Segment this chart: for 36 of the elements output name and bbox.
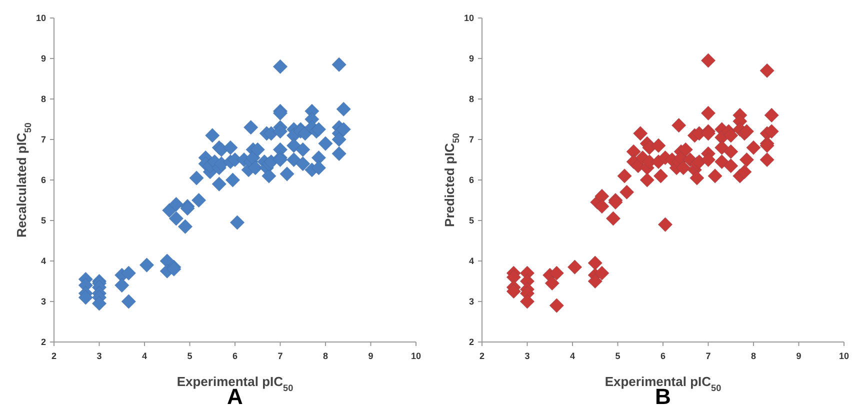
x-tick-label: 10 [838, 351, 850, 361]
y-tick-label: 8 [40, 94, 46, 104]
y-tick-label: 7 [468, 134, 474, 144]
y-tick-label: 10 [36, 13, 46, 23]
y-tick-label: 3 [40, 296, 46, 306]
x-tick-label: 5 [615, 351, 620, 361]
y-tick-label: 5 [40, 216, 46, 226]
x-tick-label: 2 [51, 351, 57, 361]
x-tick-label: 3 [96, 351, 102, 361]
y-tick-label: 7 [40, 134, 46, 144]
y-tick-label: 6 [40, 175, 46, 185]
x-tick-label: 2 [479, 351, 485, 361]
y-tick-label: 2 [468, 337, 474, 347]
x-tick-label: 3 [524, 351, 530, 361]
y-tick-label: 9 [468, 54, 474, 64]
y-tick-label: 9 [40, 54, 46, 64]
x-tick-label: 8 [750, 351, 756, 361]
y-tick-label: 6 [468, 175, 474, 185]
y-tick-label: 3 [468, 296, 474, 306]
y-tick-label: 5 [468, 216, 474, 226]
x-tick-label: 4 [570, 351, 576, 361]
x-tick-label: 9 [368, 351, 374, 361]
x-tick-label: 6 [660, 351, 666, 361]
x-tick-label: 4 [142, 351, 148, 361]
x-tick-label: 9 [796, 351, 802, 361]
x-tick-label: 5 [187, 351, 192, 361]
x-tick-label: 7 [706, 351, 711, 361]
y-tick-label: 2 [40, 337, 46, 347]
y-tick-label: 10 [464, 13, 474, 23]
x-tick-label: 8 [322, 351, 328, 361]
y-tick-label: 4 [40, 256, 46, 266]
x-tick-label: 7 [278, 351, 283, 361]
y-tick-label: 8 [468, 94, 474, 104]
x-tick-label: 10 [410, 351, 422, 361]
x-tick-label: 6 [232, 351, 238, 361]
y-tick-label: 4 [468, 256, 474, 266]
